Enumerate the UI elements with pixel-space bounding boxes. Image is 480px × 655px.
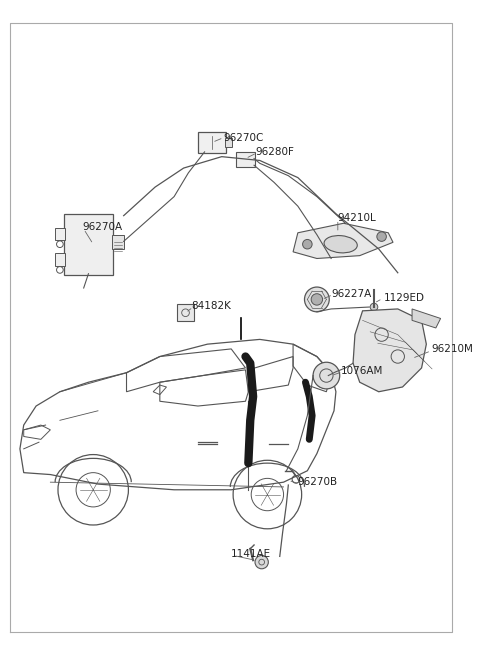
FancyBboxPatch shape xyxy=(112,235,124,250)
FancyBboxPatch shape xyxy=(225,138,232,147)
Circle shape xyxy=(304,287,329,312)
Circle shape xyxy=(311,293,323,305)
Circle shape xyxy=(370,303,378,311)
Text: 96270C: 96270C xyxy=(224,132,264,143)
FancyBboxPatch shape xyxy=(177,304,194,322)
Text: 96270B: 96270B xyxy=(298,477,338,487)
Text: 94210L: 94210L xyxy=(338,213,377,223)
Circle shape xyxy=(313,362,340,389)
FancyBboxPatch shape xyxy=(236,152,255,167)
FancyBboxPatch shape xyxy=(55,253,65,266)
Text: 84182K: 84182K xyxy=(191,301,231,311)
Circle shape xyxy=(302,240,312,249)
Polygon shape xyxy=(353,309,426,392)
Text: 96227A: 96227A xyxy=(331,289,372,299)
Text: 1076AM: 1076AM xyxy=(341,365,383,376)
Ellipse shape xyxy=(324,236,357,253)
FancyBboxPatch shape xyxy=(64,214,113,274)
Circle shape xyxy=(255,555,268,569)
Text: 96270A: 96270A xyxy=(83,222,123,232)
FancyBboxPatch shape xyxy=(198,132,227,153)
Text: 1129ED: 1129ED xyxy=(384,293,424,303)
Circle shape xyxy=(377,232,386,241)
Polygon shape xyxy=(412,309,441,328)
Polygon shape xyxy=(293,223,393,259)
Text: 96210M: 96210M xyxy=(431,344,473,354)
Text: 96280F: 96280F xyxy=(255,147,294,157)
Text: 1141AE: 1141AE xyxy=(231,548,271,559)
FancyBboxPatch shape xyxy=(55,227,65,240)
